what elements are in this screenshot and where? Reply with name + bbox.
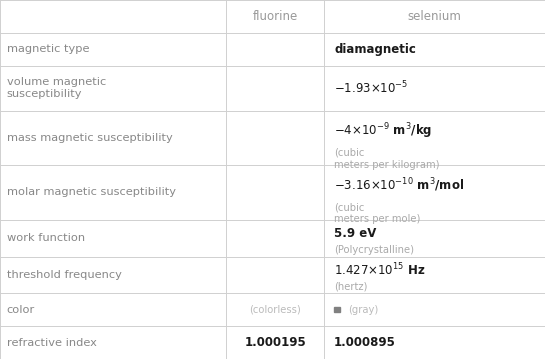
Text: molar magnetic susceptibility: molar magnetic susceptibility — [7, 187, 175, 197]
Text: work function: work function — [7, 233, 84, 243]
Text: 5.9 eV: 5.9 eV — [334, 227, 377, 240]
Text: magnetic type: magnetic type — [7, 45, 89, 55]
Text: 1.000195: 1.000195 — [244, 336, 306, 349]
Text: (hertz): (hertz) — [334, 281, 367, 292]
Text: $1.427{\times}10^{15}$ Hz: $1.427{\times}10^{15}$ Hz — [334, 262, 426, 279]
Text: threshold frequency: threshold frequency — [7, 270, 122, 280]
Text: (colorless): (colorless) — [250, 305, 301, 315]
Text: volume magnetic
susceptibility: volume magnetic susceptibility — [7, 77, 106, 99]
Text: (cubic
meters per mole): (cubic meters per mole) — [334, 202, 420, 224]
Text: $-1.93{\times}10^{-5}$: $-1.93{\times}10^{-5}$ — [334, 80, 408, 97]
Text: fluorine: fluorine — [252, 10, 298, 23]
Text: (cubic
meters per kilogram): (cubic meters per kilogram) — [334, 148, 440, 169]
Bar — [334, 307, 340, 312]
Text: (gray): (gray) — [348, 305, 378, 315]
Text: color: color — [7, 305, 35, 315]
Text: diamagnetic: diamagnetic — [334, 43, 416, 56]
Text: (Polycrystalline): (Polycrystalline) — [334, 245, 414, 255]
Text: $-4{\times}10^{-9}$ m$^3$/kg: $-4{\times}10^{-9}$ m$^3$/kg — [334, 121, 432, 140]
Text: selenium: selenium — [408, 10, 462, 23]
Text: $-3.16{\times}10^{-10}$ m$^3$/mol: $-3.16{\times}10^{-10}$ m$^3$/mol — [334, 177, 464, 194]
Text: refractive index: refractive index — [7, 337, 96, 348]
Text: mass magnetic susceptibility: mass magnetic susceptibility — [7, 133, 172, 143]
Text: 1.000895: 1.000895 — [334, 336, 396, 349]
